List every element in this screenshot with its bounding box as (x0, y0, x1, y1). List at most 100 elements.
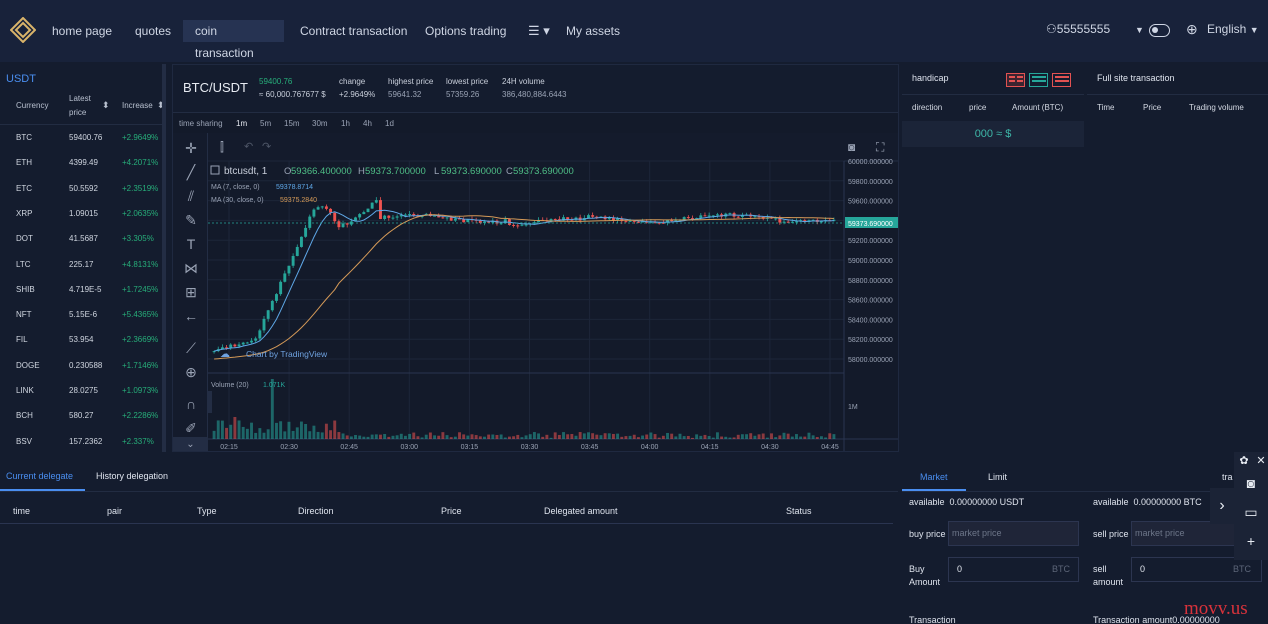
user-account[interactable]: ⚇55555555 (1046, 22, 1110, 36)
quote-currency-tab[interactable]: USDT (6, 73, 36, 85)
depth-sell-icon[interactable] (1052, 73, 1071, 87)
col-increase-header[interactable]: Increase (122, 101, 153, 110)
market-row[interactable]: XRP 1.09015 +2.0635% (0, 209, 163, 234)
timeframe-time-sharing[interactable]: time sharing (179, 119, 223, 128)
video-icon[interactable]: ▭ (1244, 504, 1258, 520)
add-icon[interactable]: + (1246, 533, 1256, 549)
volume-bar (607, 433, 611, 439)
high-label: highest price (388, 77, 434, 86)
market-row[interactable]: LINK 28.0275 +1.0973% (0, 386, 163, 411)
sort-increase-icon[interactable]: ⬍ (157, 100, 163, 110)
candle-body (270, 300, 274, 311)
timeframe-1m[interactable]: 1m (236, 119, 248, 128)
volume-bar (408, 433, 412, 439)
legend-collapse-icon[interactable] (210, 165, 220, 175)
volume-bar (557, 434, 561, 439)
y-tick-label: 59200.000000 (848, 238, 893, 245)
col-currency-header[interactable]: Currency (16, 101, 49, 110)
undo-icon[interactable]: ↶ (244, 141, 253, 153)
brush-icon[interactable]: ✎ (185, 212, 197, 228)
pair-symbol: BTC/USDT (183, 80, 248, 95)
depth-buy-icon[interactable] (1029, 73, 1048, 87)
market-row[interactable]: DOGE 0.230588 +1.7146% (0, 361, 163, 386)
nav-coin-transaction[interactable]: coin transaction (183, 20, 284, 60)
col-latest-price-header-line1[interactable]: Latest (69, 94, 91, 103)
zoom-in-icon[interactable]: ⊕ (185, 364, 197, 380)
redo-icon[interactable]: ↷ (262, 141, 271, 153)
volume-bar (745, 434, 749, 439)
tab-history-delegation[interactable]: History delegation (96, 471, 169, 481)
crosshair-icon[interactable]: ✛ (185, 140, 197, 156)
market-row[interactable]: BTC 59400.76 +2.9649% (0, 133, 163, 158)
timeframe-4h[interactable]: 4h (363, 119, 372, 128)
chart-type-icon[interactable]: ⫿ (220, 140, 224, 154)
globe-icon[interactable]: ⊕ (1186, 21, 1198, 37)
market-row[interactable]: LTC 225.17 +4.8131% (0, 260, 163, 285)
ma30-value: 59375.2840 (280, 197, 317, 204)
market-row[interactable]: FIL 53.954 +2.3669% (0, 335, 163, 360)
close-icon[interactable]: ✕ (1256, 455, 1266, 467)
col-latest-price-header-line2[interactable]: price (69, 108, 87, 117)
settings-gear-icon[interactable]: ✿ (1239, 455, 1249, 467)
language-selector[interactable]: English ▼ (1207, 22, 1259, 36)
market-row-currency: FIL (16, 335, 28, 345)
tools-expand-chevron-icon[interactable]: ⌄ (173, 437, 208, 451)
magnet-icon[interactable]: ∩ (185, 396, 197, 412)
timeframe-15m[interactable]: 15m (284, 119, 300, 128)
fib-icon[interactable]: ⫽ (187, 188, 195, 204)
nav-quotes[interactable]: quotes (135, 24, 172, 38)
market-row[interactable]: ETC 50.5592 +2.3519% (0, 184, 163, 209)
market-row[interactable]: BSV 157.2362 +2.337% (0, 437, 163, 451)
pane-collapse-handle[interactable] (208, 391, 212, 413)
buy-amount-input[interactable]: 0 BTC (948, 557, 1079, 582)
y-tick-label: 60000.000000 (848, 159, 893, 166)
nav-contract-transaction[interactable]: Contract transaction (300, 24, 408, 38)
buy-price-input[interactable]: market price (948, 521, 1079, 546)
user-dropdown-caret-icon[interactable]: ▼ (1135, 25, 1144, 35)
theme-toggle[interactable] (1149, 24, 1170, 37)
tab-market[interactable]: Market (920, 472, 948, 482)
text-tool-icon[interactable]: T (186, 236, 196, 252)
timeframe-1h[interactable]: 1h (341, 119, 350, 128)
timeframe-30m[interactable]: 30m (312, 119, 328, 128)
fullscreen-icon[interactable]: ⛶ (875, 140, 885, 154)
pattern-icon[interactable]: ⋈ (184, 260, 198, 276)
nav-options-trading[interactable]: Options trading (425, 24, 507, 38)
ma7-label: MA (7, close, 0) (211, 184, 260, 191)
market-row-increase: +3.305% (122, 234, 154, 244)
snapshot-camera-icon[interactable]: ◙ (848, 140, 855, 154)
volume-bar (241, 426, 245, 439)
market-row[interactable]: NFT 5.15E-6 +5.4365% (0, 310, 163, 335)
nav-my-assets[interactable]: My assets (566, 24, 621, 38)
tab-cut-off[interactable]: tra (1222, 472, 1233, 482)
lock-drawings-icon[interactable]: ✐ (185, 420, 197, 436)
market-row-currency: DOGE (16, 360, 40, 370)
logo-icon[interactable] (10, 17, 36, 43)
market-row[interactable]: ETH 4399.49 +4.2071% (0, 158, 163, 183)
camera-icon[interactable]: ◙ (1246, 475, 1256, 491)
sell-amount-input[interactable]: 0 BTC (1131, 557, 1262, 582)
market-row[interactable]: BCH 580.27 +2.2286% (0, 411, 163, 436)
volume-bar (275, 422, 278, 439)
candle-body (549, 219, 553, 222)
side-expand-chevron-icon[interactable]: › (1210, 488, 1234, 524)
trend-line-icon[interactable]: ╱ (186, 164, 196, 180)
ruler-icon[interactable]: ⟋ (186, 340, 196, 356)
timeframe-1d[interactable]: 1d (385, 119, 394, 128)
depth-both-icon[interactable] (1006, 73, 1025, 87)
sort-price-icon[interactable]: ⬍ (102, 100, 110, 110)
pair-approx-usd: ≈ 60,000.767677 $ (259, 90, 326, 99)
tab-limit[interactable]: Limit (988, 472, 1008, 482)
nav-home-page[interactable]: home page (52, 24, 113, 38)
candlestick-chart[interactable]: ⫿ ↶ ↷ ◙ ⛶ 60000.000000 59800.000000 59600.00000… (208, 133, 899, 452)
market-row[interactable]: DOT 41.5687 +3.305% (0, 234, 163, 259)
projection-icon[interactable]: ⊞ (185, 284, 197, 300)
arrow-back-icon[interactable]: ← (184, 308, 198, 324)
candle-body (616, 218, 620, 221)
timeframe-5m[interactable]: 5m (260, 119, 272, 128)
tab-current-delegate[interactable]: Current delegate (6, 471, 74, 481)
market-list-scrollbar[interactable] (162, 64, 166, 452)
candle-body (562, 217, 565, 221)
more-menu-icon[interactable]: ☰ ▾ (528, 23, 550, 38)
market-row[interactable]: SHIB 4.719E-5 +1.7245% (0, 285, 163, 310)
